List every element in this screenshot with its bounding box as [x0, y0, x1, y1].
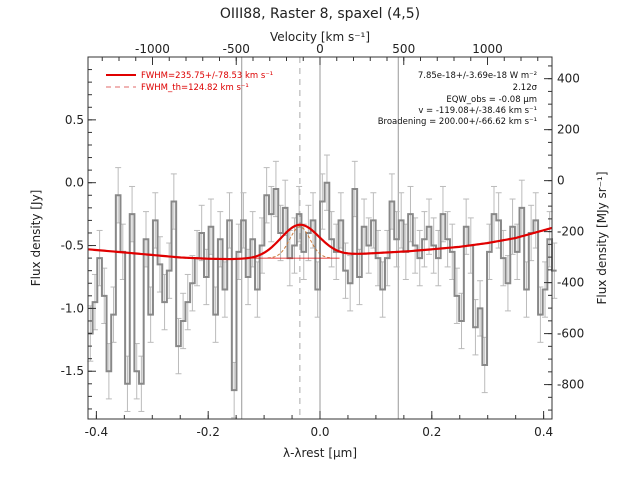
top-tick-label: -1000	[135, 42, 170, 56]
bottom-axis-label: λ-λrest [μm]	[283, 446, 357, 460]
top-tick-label: 500	[392, 42, 415, 56]
annotation-velocity: v = -119.08+/-38.46 km s⁻¹	[418, 106, 537, 116]
plot-data-layer	[87, 57, 558, 419]
spectrum-step-line	[88, 181, 557, 392]
axes-layer: -0.4 -0.2 0.0 0.2 0.4 0.5 0.0 -0.5 -1.0 -1.5 -1000…	[61, 42, 585, 439]
left-tick-label: 0.5	[65, 113, 84, 127]
right-tick-label: -200	[557, 225, 584, 239]
annotation-broadening: Broadening = 200.00+/-66.62 km s⁻¹	[378, 117, 537, 127]
bottom-tick-label: 0.4	[534, 425, 553, 439]
left-tick-label: -1.5	[61, 364, 84, 378]
annotation-flux: 7.85e-18+/-3.69e-18 W m⁻²	[418, 71, 537, 81]
bottom-tick-label: 0.0	[310, 425, 329, 439]
left-tick-label: -0.5	[61, 239, 84, 253]
left-tick-label: 0.0	[65, 176, 84, 190]
top-tick-label: 0	[316, 42, 324, 56]
annotation-eqw: EQW_obs = -0.08 μm	[446, 95, 537, 105]
legend-theory-label: FWHM_th=124.82 km s⁻¹	[141, 83, 249, 93]
right-tick-label: 200	[557, 123, 580, 137]
right-tick-label: -800	[557, 378, 584, 392]
bottom-tick-label: -0.2	[196, 425, 219, 439]
legend-fit-label: FWHM=235.75+/-78.53 km s⁻¹	[141, 71, 273, 81]
fit-curve	[87, 223, 553, 261]
chart-title: OIII88, Raster 8, spaxel (4,5)	[220, 6, 420, 22]
top-tick-label: -500	[223, 42, 250, 56]
left-axis-label: Flux density [Jy]	[29, 190, 43, 287]
bottom-tick-label: 0.2	[422, 425, 441, 439]
top-tick-label: 1000	[472, 42, 503, 56]
right-tick-label: 0	[557, 174, 565, 188]
right-tick-label: -400	[557, 276, 584, 290]
right-tick-label: 400	[557, 72, 580, 86]
bottom-tick-label: -0.4	[85, 425, 108, 439]
theoretical-gaussian-line	[267, 226, 333, 259]
left-tick-label: -1.0	[61, 301, 84, 315]
right-axis-label: Flux density [MJy sr⁻¹]	[595, 171, 609, 304]
annotation-sigma: 2.12σ	[513, 83, 538, 93]
top-axis-label: Velocity [km s⁻¹]	[270, 30, 370, 44]
right-tick-label: -600	[557, 327, 584, 341]
